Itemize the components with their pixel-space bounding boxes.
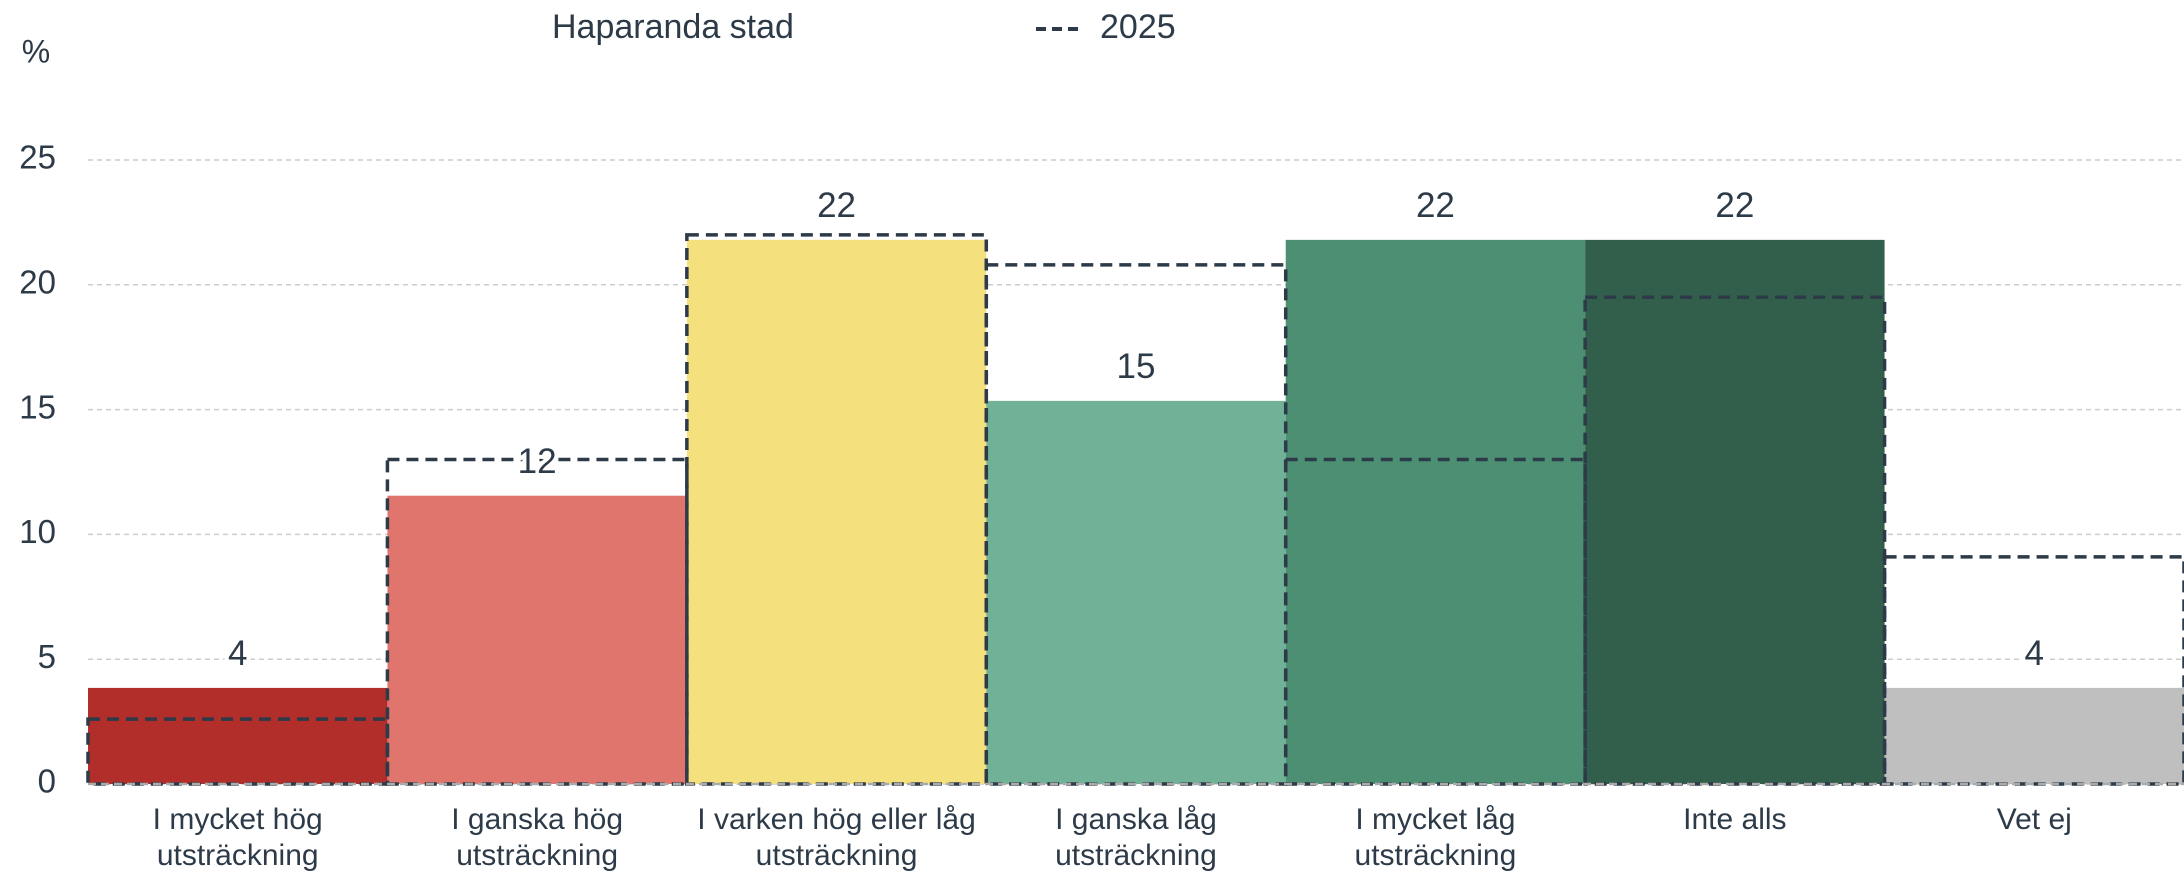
x-tick-label: Vet ej — [1996, 803, 2072, 836]
y-tick-label: 15 — [19, 388, 56, 425]
y-tick-label: 5 — [38, 638, 56, 675]
legend-label: 2025 — [1100, 8, 1176, 46]
data-label: 4 — [2025, 634, 2044, 673]
x-tick-label: Inte alls — [1683, 803, 1787, 836]
y-tick-label: 10 — [19, 513, 56, 550]
x-tick-label: I mycket låg utsträckning — [1354, 803, 1517, 872]
bar — [88, 687, 388, 784]
reference-bar — [1583, 295, 1887, 786]
bar — [686, 239, 987, 784]
y-tick-label: 20 — [19, 264, 56, 301]
reference-bar — [1882, 555, 2184, 786]
reference-bar — [1283, 457, 1587, 786]
x-tick-label: I ganska låg utsträckning — [1055, 803, 1217, 872]
data-label: 4 — [228, 634, 247, 673]
bar — [1585, 239, 1885, 784]
data-label: 22 — [1416, 186, 1455, 225]
bar — [986, 400, 1286, 784]
bar — [387, 495, 687, 784]
bar — [1285, 239, 1586, 784]
y-tick-label: 25 — [19, 139, 56, 176]
legend-label: Haparanda stad — [552, 8, 794, 46]
reference-bar — [385, 457, 689, 786]
y-axis-label: % — [22, 33, 50, 69]
y-tick-label: 0 — [38, 763, 56, 800]
x-tick-label: I mycket hög utsträckning — [152, 803, 323, 872]
x-tick-label: I ganska hög utsträckning — [451, 803, 624, 872]
bar — [1884, 687, 2184, 784]
data-label: 22 — [817, 186, 856, 225]
data-label: 15 — [1117, 347, 1156, 386]
x-tick-label: I varken hög eller låg utsträckning — [697, 803, 976, 872]
data-label: 22 — [1715, 186, 1754, 225]
data-label: 12 — [518, 442, 557, 481]
